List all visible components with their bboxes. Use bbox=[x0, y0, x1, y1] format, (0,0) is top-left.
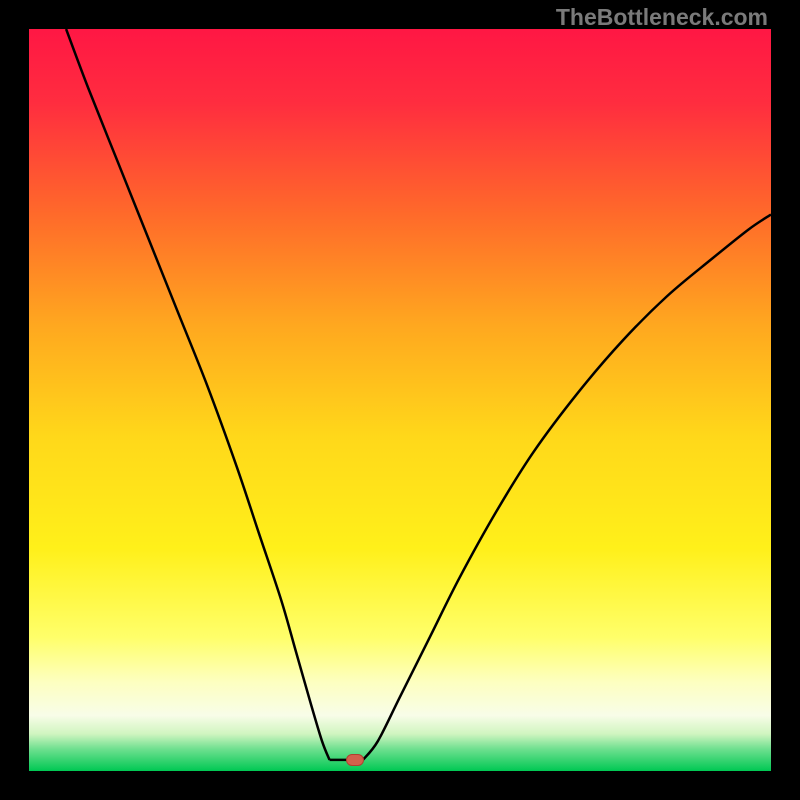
watermark-text: TheBottleneck.com bbox=[556, 4, 768, 31]
curve-left bbox=[66, 29, 329, 760]
curve-right bbox=[363, 215, 771, 760]
minimum-marker bbox=[346, 754, 364, 766]
plot-area bbox=[29, 29, 771, 771]
curve-layer bbox=[29, 29, 771, 771]
outer-frame: TheBottleneck.com bbox=[0, 0, 800, 800]
